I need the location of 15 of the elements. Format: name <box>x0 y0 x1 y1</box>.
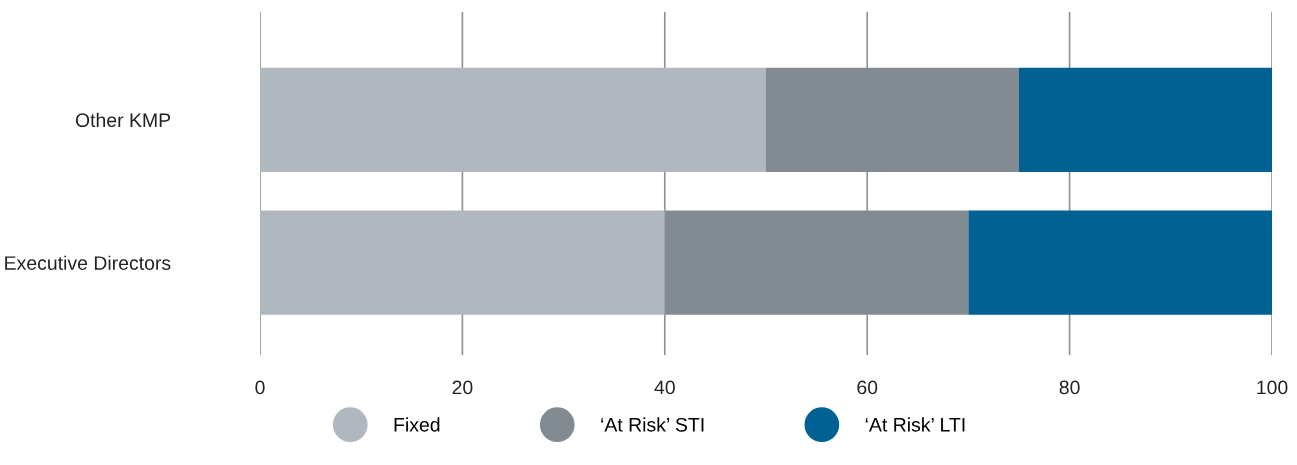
x-tick-label: 20 <box>452 380 473 395</box>
y-tick-label: Executive Directors <box>5 255 171 270</box>
bar <box>968 210 1272 315</box>
legend-label: ‘At Risk’ STI <box>601 417 704 432</box>
bar <box>1019 67 1272 172</box>
legend-label: Fixed <box>394 417 440 432</box>
x-tick-label: 100 <box>1257 380 1288 395</box>
bar <box>260 67 766 172</box>
x-tick-label: 60 <box>857 380 878 395</box>
bar <box>260 210 665 315</box>
legend-label: ‘At Risk’ LTI <box>865 417 965 432</box>
x-tick-label: 0 <box>255 380 265 395</box>
y-tick-label: Other KMP <box>75 112 171 128</box>
x-tick-label: 40 <box>654 380 675 395</box>
x-tick-label: 80 <box>1059 380 1080 395</box>
